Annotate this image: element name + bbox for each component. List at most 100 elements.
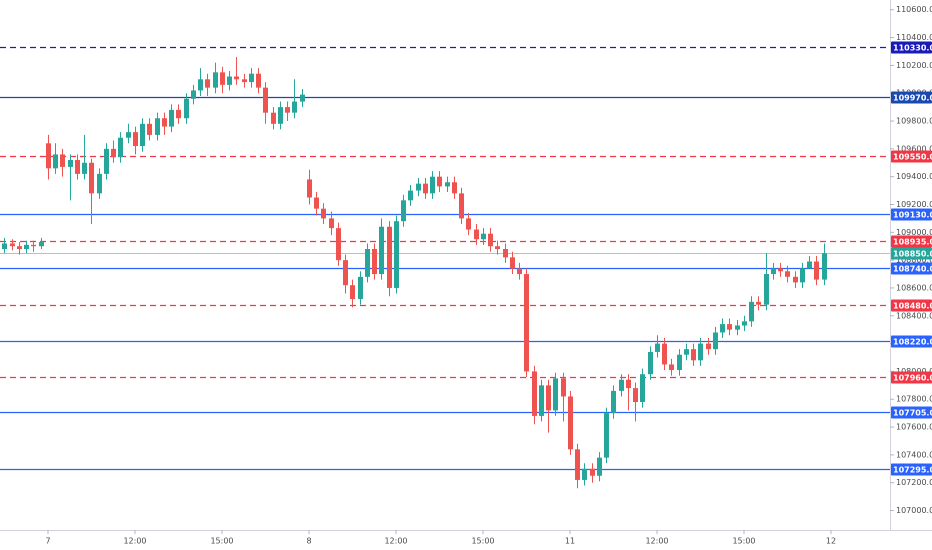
- candle-body: [372, 249, 377, 275]
- level-label: 107960.0: [893, 374, 932, 383]
- candle-body: [452, 182, 457, 194]
- x-tick-label: 15:00: [471, 537, 494, 546]
- candle-body: [147, 123, 152, 135]
- candle-body: [314, 197, 319, 209]
- candle-body: [242, 79, 247, 83]
- y-tick-label: 108600.0: [896, 283, 932, 292]
- candle-body: [553, 378, 558, 411]
- candle-body: [358, 276, 363, 300]
- candle-body: [321, 208, 326, 219]
- candle-body: [60, 154, 65, 167]
- candle-body: [597, 457, 602, 476]
- candle-body: [271, 112, 276, 124]
- y-tick-label: 107400.0: [896, 450, 932, 459]
- candle-body: [220, 72, 225, 85]
- candle-body: [394, 221, 399, 288]
- candle-body: [336, 228, 341, 261]
- candle-body: [292, 101, 297, 113]
- candle-body: [568, 396, 573, 450]
- candle-body: [155, 118, 160, 135]
- level-label-box: [891, 235, 932, 248]
- level-label: 108220.0: [893, 338, 932, 347]
- candle-body: [343, 260, 348, 286]
- candle-body: [546, 385, 551, 411]
- candle-body: [756, 301, 761, 305]
- candle-body: [517, 268, 522, 275]
- candle-body: [807, 261, 812, 269]
- level-label-box: [891, 41, 932, 54]
- candle-body: [31, 244, 36, 247]
- candle-body: [684, 349, 689, 355]
- candle-body: [495, 246, 500, 250]
- x-tick-label: 8: [306, 537, 311, 546]
- x-tick-label: 7: [45, 537, 50, 546]
- candle-body: [46, 143, 51, 169]
- candle-body: [10, 243, 15, 247]
- candle-body: [82, 162, 87, 174]
- x-tick-label: 15:00: [210, 537, 233, 546]
- candle-body: [249, 73, 254, 83]
- level-label: 108935.0: [893, 238, 932, 247]
- candle-body: [459, 193, 464, 219]
- level-label: 109550.0: [893, 153, 932, 162]
- last-price-label: 108850.0: [893, 250, 932, 259]
- y-tick-label: 110200.0: [896, 61, 932, 70]
- candle-body: [133, 132, 138, 147]
- level-label-box: [891, 463, 932, 476]
- candle-body: [727, 324, 732, 330]
- x-tick-label: 15:00: [732, 537, 755, 546]
- y-tick-label: 108800.0: [896, 256, 932, 265]
- last-price-label-box: [891, 247, 932, 260]
- y-tick-label: 109600.0: [896, 144, 932, 153]
- candle-body: [720, 324, 725, 333]
- candle-body: [213, 72, 218, 88]
- candle-body: [118, 137, 123, 158]
- y-tick-label: 107000.0: [896, 506, 932, 515]
- level-label: 108740.0: [893, 265, 932, 274]
- candle-body: [300, 94, 305, 102]
- candle-body: [423, 183, 428, 194]
- candle-body: [17, 246, 22, 250]
- candle-body: [503, 249, 508, 258]
- candle-body: [698, 343, 703, 361]
- candle-body: [793, 276, 798, 283]
- candle-body: [814, 261, 819, 280]
- candle-body: [655, 343, 660, 352]
- y-tick-label: 107200.0: [896, 478, 932, 487]
- x-tick-label: 12:00: [123, 537, 146, 546]
- level-label: 108480.0: [893, 302, 932, 311]
- candle-body: [387, 226, 392, 288]
- candle-body: [430, 176, 435, 194]
- candle-body: [800, 268, 805, 283]
- candle-body: [329, 218, 334, 229]
- candle-body: [604, 413, 609, 458]
- candle-body: [140, 123, 145, 147]
- candle-body: [582, 468, 587, 480]
- candle-body: [198, 79, 203, 91]
- candle-body: [764, 274, 769, 305]
- candle-body: [561, 378, 566, 397]
- candle-body: [408, 190, 413, 201]
- candle-body: [677, 354, 682, 371]
- candle-body: [307, 179, 312, 198]
- candle-body: [53, 154, 58, 169]
- level-label: 110330.0: [893, 44, 932, 53]
- candle-body: [626, 379, 631, 389]
- y-tick-label: 110600.0: [896, 5, 932, 14]
- candle-body: [691, 349, 696, 361]
- candle-body: [89, 162, 94, 194]
- candle-body: [68, 159, 73, 167]
- candle-body: [169, 109, 174, 127]
- candle-body: [126, 132, 131, 138]
- candle-body: [437, 176, 442, 187]
- candle-body: [39, 242, 44, 247]
- candle-body: [2, 243, 7, 250]
- candle-body: [778, 268, 783, 272]
- level-label: 109130.0: [893, 211, 932, 220]
- candle-body: [619, 379, 624, 391]
- candle-body: [640, 374, 645, 403]
- x-tick-label: 12:00: [384, 537, 407, 546]
- level-label: 107705.0: [893, 409, 932, 418]
- y-tick-label: 109000.0: [896, 228, 932, 237]
- candle-body: [713, 332, 718, 350]
